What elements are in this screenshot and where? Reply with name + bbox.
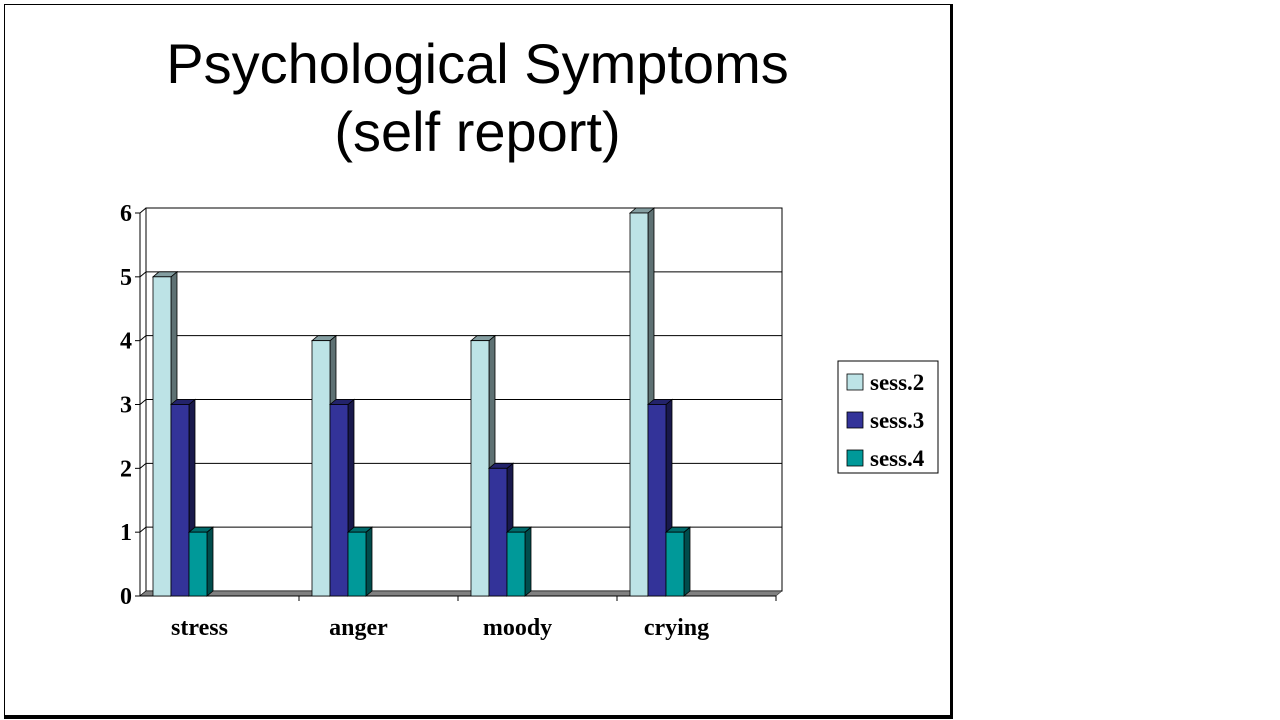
title-line-2: (self report) bbox=[334, 100, 621, 163]
x-tick-label: moody bbox=[483, 615, 552, 641]
bar-front bbox=[329, 404, 349, 597]
legend: sess.2 sess.3 sess.4 bbox=[837, 360, 939, 474]
chart-title: Psychological Symptoms (self report) bbox=[0, 30, 955, 166]
bar-front bbox=[488, 467, 508, 597]
bar bbox=[187, 526, 215, 597]
gridline-side bbox=[139, 335, 147, 342]
y-tick-label: 2 bbox=[120, 456, 132, 482]
bar-front bbox=[170, 404, 190, 597]
bar-front bbox=[188, 531, 208, 597]
x-tick-label: stress bbox=[171, 615, 228, 641]
legend-label: sess.2 bbox=[870, 370, 924, 395]
y-tick-label: 3 bbox=[120, 393, 132, 419]
bar bbox=[505, 526, 533, 597]
bar bbox=[664, 526, 692, 597]
y-tick-label: 6 bbox=[120, 201, 132, 227]
bar-front bbox=[506, 531, 526, 597]
bar-front bbox=[665, 531, 685, 597]
gridline-side bbox=[139, 462, 147, 469]
legend-swatch bbox=[846, 411, 864, 429]
gridline-side bbox=[139, 399, 147, 405]
legend-swatch bbox=[846, 449, 864, 467]
y-tick-label: 4 bbox=[120, 329, 132, 355]
gridline-side bbox=[139, 207, 147, 214]
bar-side bbox=[524, 526, 532, 597]
bar-side bbox=[365, 526, 373, 597]
bar-front bbox=[347, 531, 367, 597]
bar-front bbox=[152, 276, 172, 597]
bar bbox=[346, 526, 374, 597]
bar-side bbox=[206, 526, 214, 597]
title-line-1: Psychological Symptoms bbox=[166, 32, 789, 95]
y-tick-label: 1 bbox=[120, 520, 132, 546]
bar-front bbox=[647, 404, 667, 597]
bar-front bbox=[311, 340, 331, 597]
bar-side bbox=[683, 526, 691, 597]
gridline-side bbox=[139, 271, 147, 278]
gridline-side bbox=[139, 526, 147, 533]
y-tick-label: 0 bbox=[120, 584, 132, 610]
bar-front bbox=[470, 340, 490, 597]
x-tick-label: anger bbox=[329, 615, 388, 641]
legend-label: sess.3 bbox=[870, 408, 924, 433]
bar-front bbox=[629, 212, 649, 597]
legend-label: sess.4 bbox=[870, 446, 925, 471]
x-tick-label: crying bbox=[644, 615, 709, 641]
y-tick-label: 5 bbox=[120, 265, 132, 291]
legend-swatch bbox=[846, 373, 864, 391]
